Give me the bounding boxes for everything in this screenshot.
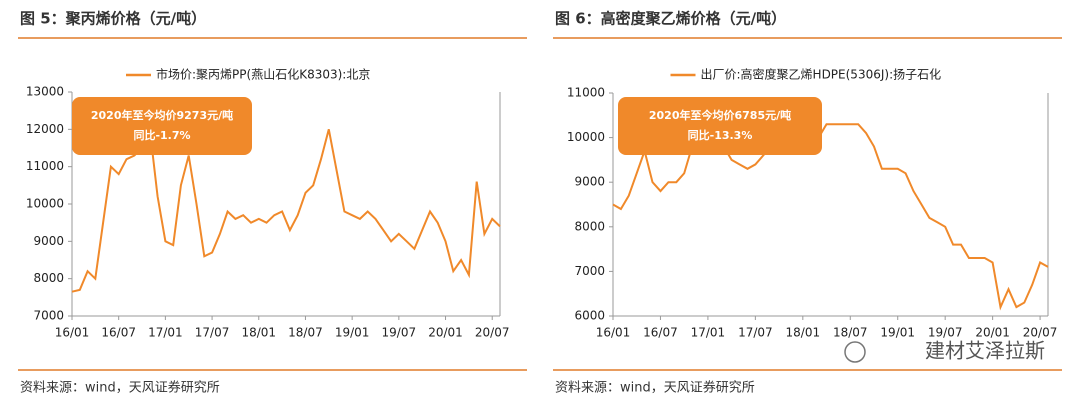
annotation-text: 2020年至今均价9273元/吨 [91, 108, 233, 122]
x-tick-label: 17/07 [738, 326, 773, 340]
x-tick-label: 19/07 [928, 326, 963, 340]
x-tick-label: 17/07 [195, 326, 230, 340]
x-tick-label: 20/01 [428, 326, 463, 340]
y-tick-label: 8000 [574, 219, 605, 233]
y-tick-label: 11000 [26, 159, 64, 173]
annotation-box [72, 97, 252, 155]
series-line [612, 118, 1049, 311]
x-tick-label: 19/01 [880, 326, 915, 340]
watermark: 建材艾泽拉斯 [925, 339, 1045, 363]
y-tick-label: 10000 [26, 197, 64, 211]
y-tick-label: 9000 [33, 234, 64, 248]
annotation-text: 同比-1.7% [133, 128, 190, 142]
source: 资料来源：wind，天风证券研究所 [555, 380, 755, 396]
x-tick-label: 16/07 [101, 326, 136, 340]
y-tick-label: 9000 [574, 175, 605, 189]
x-tick-label: 17/01 [691, 326, 726, 340]
x-tick-label: 16/01 [596, 326, 631, 340]
x-tick-label: 20/01 [975, 326, 1010, 340]
y-tick-label: 7000 [33, 309, 64, 323]
legend-label: 市场价:聚丙烯PP(燕山石化K8303):北京 [156, 67, 370, 82]
y-tick-label: 12000 [26, 122, 64, 136]
x-tick-label: 19/07 [382, 326, 417, 340]
x-tick-label: 18/07 [288, 326, 323, 340]
x-tick-label: 17/01 [148, 326, 183, 340]
annotation-text: 2020年至今均价6785元/吨 [649, 108, 791, 122]
source: 资料来源：wind，天风证券研究所 [20, 380, 220, 396]
annotation-box [618, 97, 822, 155]
x-tick-label: 20/07 [1023, 326, 1058, 340]
x-tick-label: 16/07 [643, 326, 678, 340]
y-tick-label: 11000 [567, 86, 605, 100]
x-tick-label: 18/01 [241, 326, 276, 340]
legend-label: 出厂价:高密度聚乙烯HDPE(5306J):扬子石化 [701, 67, 942, 82]
y-tick-label: 13000 [26, 85, 64, 99]
x-tick-label: 18/01 [786, 326, 821, 340]
chart-title: 图 6：高密度聚乙烯价格（元/吨） [555, 10, 786, 28]
annotation-text: 同比-13.3% [688, 128, 753, 142]
chart-title: 图 5：聚丙烯价格（元/吨） [20, 10, 206, 28]
x-tick-label: 18/07 [833, 326, 868, 340]
y-tick-label: 8000 [33, 271, 64, 285]
x-tick-label: 16/01 [55, 326, 90, 340]
y-tick-label: 10000 [567, 130, 605, 144]
x-tick-label: 19/01 [335, 326, 370, 340]
watermark-icon [844, 341, 866, 363]
y-tick-label: 6000 [574, 309, 605, 323]
y-tick-label: 7000 [574, 264, 605, 278]
x-tick-label: 20/07 [475, 326, 510, 340]
